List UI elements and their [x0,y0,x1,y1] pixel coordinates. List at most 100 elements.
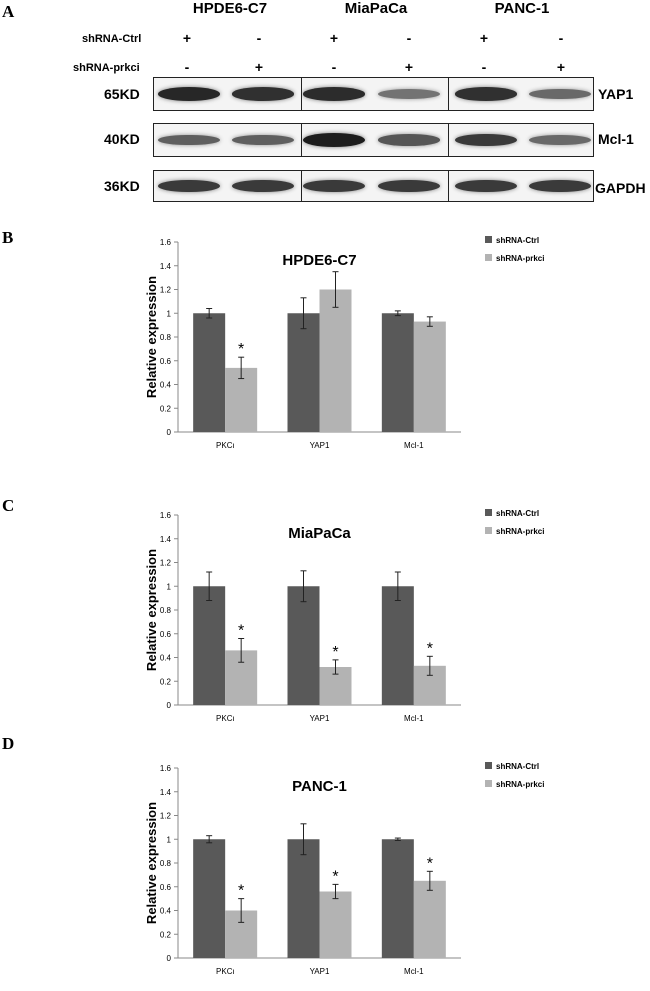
y-tick-label: 1.2 [160,286,172,295]
bar-prkci [319,289,352,432]
blot-band [378,88,440,100]
blot-band [232,87,294,101]
y-tick-label: 0.6 [160,630,172,639]
cell-line-hpde6: HPDE6-C7 [192,0,268,17]
x-tick-label: Mcl-1 [404,967,424,976]
kd-label-mcl1: 40KD [104,131,140,147]
y-tick-label: 0.8 [160,859,172,868]
blot-band [529,88,591,100]
blot-box-gapdh-3 [448,170,594,202]
y-tick-label: 0.2 [160,930,172,939]
protein-label-mcl1: Mcl-1 [598,131,634,147]
row-label-shrna-prkci: shRNA-prkci [73,62,140,74]
sign-prkci-2: + [254,59,264,75]
legend-swatch-prkci [485,780,492,787]
sign-ctrl-4: - [406,30,412,46]
significance-star: * [427,640,433,657]
y-tick-label: 1.4 [160,262,172,271]
chart-miapaca: Relative expression 0 0.2 0.4 0.6 0.8 1 1.2 1.4 1… [144,509,544,723]
legend-label-prkci: shRNA-prkci [496,254,544,263]
y-tick-label: 0.6 [160,357,172,366]
bar-prkci [319,891,352,958]
legend-swatch-prkci [485,254,492,261]
bar-ctrl [193,313,226,432]
y-tick-label: 0.8 [160,333,172,342]
blot-band [378,134,440,146]
legend-label-ctrl: shRNA-Ctrl [496,509,539,518]
y-axis-label: Relative expression [144,276,159,398]
blot-box-mcl-1-1 [153,123,303,157]
sign-ctrl-2: - [256,30,262,46]
significance-star: * [332,868,338,885]
blot-band [529,134,591,146]
panel-letter-c: C [2,496,15,515]
blot-box-yap1-3 [448,77,594,111]
chart-title: PANC-1 [292,778,347,795]
sign-prkci-6: + [556,59,566,75]
kd-label-gapdh: 36KD [104,178,140,194]
y-tick-label: 0.4 [160,381,172,390]
sign-ctrl-5: + [479,30,489,46]
x-tick-label: PKCι [216,441,234,450]
significance-star: * [238,623,244,640]
chart-title: HPDE6-C7 [282,252,356,269]
blot-band [303,179,365,193]
legend-label-prkci: shRNA-prkci [496,527,544,536]
bar-ctrl [287,839,320,958]
significance-star: * [332,644,338,661]
significance-star: * [238,883,244,900]
x-tick-label: PKCι [216,714,234,723]
legend-label-ctrl: shRNA-Ctrl [496,762,539,771]
blot-band [303,132,365,148]
cell-line-panc1: PANC-1 [494,0,550,17]
blot-band [232,179,294,193]
chart-panc-1: Relative expression 0 0.2 0.4 0.6 0.8 1 1.2 1.4 1… [144,762,544,976]
blot-band [303,87,365,101]
bar-ctrl [381,839,414,958]
bar-ctrl [287,313,320,432]
sign-prkci-3: - [331,59,337,75]
blot-band [158,179,220,193]
y-tick-label: 0 [167,701,172,710]
bar-ctrl [381,313,414,432]
y-tick-label: 1 [167,309,172,318]
legend-swatch-ctrl [485,509,492,516]
sign-ctrl-3: + [329,30,339,46]
y-tick-label: 1.2 [160,559,172,568]
protein-label-gapdh: GAPDH [595,180,646,196]
protein-label-yap1: YAP1 [598,86,634,102]
y-tick-label: 1.6 [160,511,172,520]
blot-band [455,87,517,101]
blot-box-yap1-2 [301,77,449,111]
sign-ctrl-6: - [558,30,564,46]
sign-prkci-4: + [404,59,414,75]
y-tick-label: 1.6 [160,764,172,773]
y-tick-label: 0.6 [160,883,172,892]
blot-box-yap1-1 [153,77,303,111]
y-tick-label: 0.8 [160,606,172,615]
blot-band [232,134,294,146]
blot-band [158,134,220,146]
panel-letter-d: D [2,734,15,753]
y-tick-label: 0.2 [160,677,172,686]
blot-band [455,179,517,193]
significance-star: * [427,855,433,872]
significance-star: * [238,341,244,358]
sign-ctrl-1: + [182,30,192,46]
sign-prkci-5: - [481,59,487,75]
blot-band [158,87,220,101]
y-tick-label: 0.2 [160,404,172,413]
legend-swatch-ctrl [485,762,492,769]
bar-ctrl [381,586,414,705]
panel-letter-a: A [2,2,15,21]
x-tick-label: YAP1 [310,967,330,976]
y-tick-label: 0.4 [160,907,172,916]
blot-box-mcl-1-2 [301,123,449,157]
kd-label-yap1: 65KD [104,86,140,102]
x-tick-label: Mcl-1 [404,714,424,723]
blot-box-gapdh-1 [153,170,303,202]
row-label-shrna-ctrl: shRNA-Ctrl [82,33,142,45]
bar-prkci [413,880,446,958]
sign-prkci-1: - [184,59,190,75]
y-tick-label: 1.4 [160,788,172,797]
